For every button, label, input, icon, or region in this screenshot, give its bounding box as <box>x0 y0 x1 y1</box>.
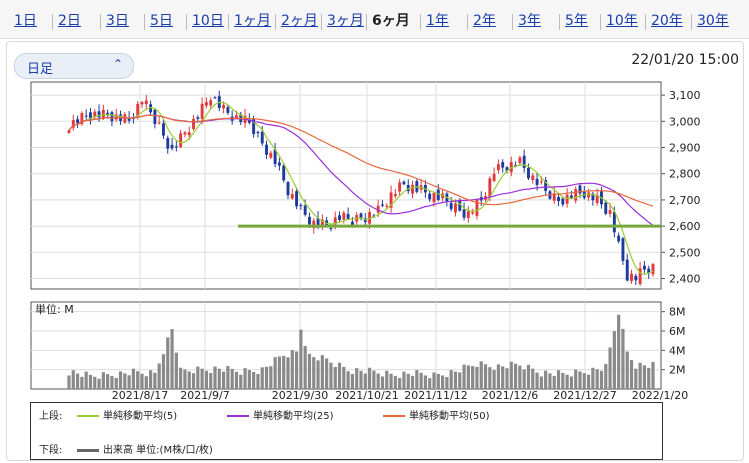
legend-ma25-swatch <box>227 415 249 417</box>
legend-ma5-swatch <box>77 415 99 417</box>
tab-divider <box>467 14 468 30</box>
legend-ma50-swatch <box>383 415 405 417</box>
legend-ma50-label: 単純移動平均(50) <box>409 411 490 422</box>
tab-16[interactable]: 30年 <box>697 13 729 29</box>
period-select[interactable]: 日足 ⌃ <box>14 53 134 79</box>
tab-8[interactable]: 3ヶ月 <box>327 13 364 29</box>
tab-divider <box>559 14 560 30</box>
period-select-value: 日足 <box>27 62 54 77</box>
legend-volume-swatch <box>77 448 99 452</box>
tab-4[interactable]: 5日 <box>150 13 173 29</box>
tab-9[interactable]: 6ヶ月 <box>372 13 410 29</box>
tab-1[interactable]: 1日 <box>14 13 37 29</box>
tab-3[interactable]: 3日 <box>106 13 129 29</box>
tab-5[interactable]: 10日 <box>192 13 224 29</box>
tab-divider <box>645 14 646 30</box>
tab-divider <box>52 14 53 30</box>
legend-lower-label: 下段: <box>39 445 63 456</box>
legend-ma5-label: 単純移動平均(5) <box>103 411 178 422</box>
chart-legend: 上段: 単純移動平均(5) 単純移動平均(25) 単純移動平均(50) 下段: … <box>30 402 663 460</box>
legend-volume: 出来高 単位:(M株/口/枚) <box>77 441 213 456</box>
tab-10[interactable]: 1年 <box>426 13 449 29</box>
tab-divider <box>100 14 101 30</box>
tab-divider <box>228 14 229 30</box>
tab-15[interactable]: 20年 <box>651 13 683 29</box>
tab-divider <box>321 14 322 30</box>
chart-panel <box>6 41 744 461</box>
tab-11[interactable]: 2年 <box>473 13 496 29</box>
tab-12[interactable]: 3年 <box>518 13 541 29</box>
legend-ma50: 単純移動平均(50) <box>383 407 490 422</box>
tab-divider <box>366 14 367 30</box>
legend-ma25-label: 単純移動平均(25) <box>253 411 334 422</box>
tab-divider <box>691 14 692 30</box>
tab-divider <box>144 14 145 30</box>
legend-ma25: 単純移動平均(25) <box>227 407 334 422</box>
legend-volume-label: 出来高 単位:(M株/口/枚) <box>103 445 213 456</box>
tab-7[interactable]: 2ヶ月 <box>281 13 318 29</box>
tab-divider <box>275 14 276 30</box>
tab-divider <box>600 14 601 30</box>
tab-divider <box>186 14 187 30</box>
tab-6[interactable]: 1ヶ月 <box>234 13 271 29</box>
datetime-label: 22/01/20 15:00 <box>631 52 739 68</box>
tab-14[interactable]: 10年 <box>606 13 638 29</box>
tab-13[interactable]: 5年 <box>565 13 588 29</box>
chevron-updown-icon: ⌃ <box>112 57 123 71</box>
tab-divider <box>420 14 421 30</box>
legend-ma5: 単純移動平均(5) <box>77 407 177 422</box>
tab-divider <box>512 14 513 30</box>
tab-2[interactable]: 2日 <box>58 13 81 29</box>
period-tab-bar: 1日 2日 3日 5日 10日 1ヶ月 2ヶ月 3ヶ月 6ヶ月 1年 2年 3年 5年 10年 20年 30年 <box>0 0 749 39</box>
legend-upper-label: 上段: <box>39 411 63 422</box>
